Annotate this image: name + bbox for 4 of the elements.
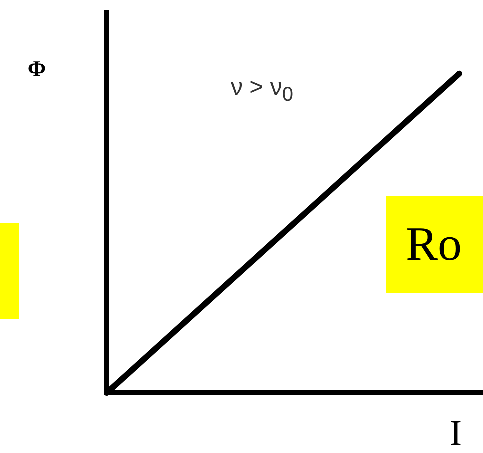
x-axis-title: I (450, 413, 462, 453)
y-axis-title: Φ (28, 56, 46, 81)
annotation: Ro (386, 196, 483, 293)
annotation: ν > ν$_{0}$ (231, 74, 294, 108)
